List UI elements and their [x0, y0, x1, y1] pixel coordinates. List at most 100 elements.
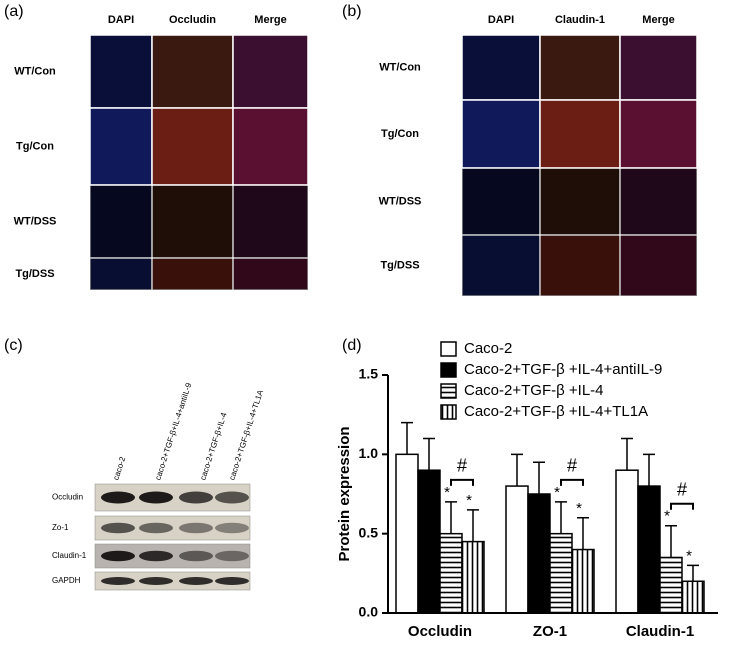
legend-label: Caco-2+TGF-β +IL-4+antiIL-9 — [464, 361, 662, 378]
significance-star: * — [686, 547, 692, 564]
band-label: Occludin — [52, 493, 83, 502]
significance-star: * — [444, 484, 450, 501]
bar — [659, 556, 683, 614]
column-header: Occludin — [169, 14, 216, 26]
bar — [505, 485, 529, 614]
micrograph — [232, 34, 309, 109]
y-tick-label: 0.0 — [359, 604, 379, 620]
x-tick-label: Claudin-1 — [626, 623, 694, 640]
micrograph — [232, 257, 309, 291]
band-label: Zo-1 — [52, 523, 69, 532]
error-bar — [665, 524, 677, 558]
micrograph — [461, 234, 541, 297]
legend-label: Caco-2+TGF-β +IL-4 — [464, 382, 604, 399]
blot-band — [139, 491, 173, 504]
significance-star: * — [466, 492, 472, 509]
blot-band — [179, 522, 213, 534]
bar — [681, 580, 705, 614]
band-label: Claudin-1 — [52, 551, 87, 560]
micrograph — [151, 184, 234, 259]
significance-star: * — [576, 500, 582, 517]
micrograph — [539, 99, 621, 169]
legend-label: Caco-2+TGF-β +IL-4+TL1A — [464, 403, 648, 420]
bar — [615, 469, 639, 614]
lane-label: caco-2+TGF-β+IL-4 — [198, 411, 228, 481]
blot-band — [101, 550, 135, 562]
panel-label: (b) — [342, 3, 362, 20]
column-header: DAPI — [488, 14, 514, 26]
column-header: Merge — [254, 14, 286, 26]
row-label: Tg/Con — [16, 140, 54, 152]
significance-star: * — [554, 484, 560, 501]
significance-star: * — [664, 508, 670, 525]
micrograph — [151, 34, 234, 109]
y-tick-label: 1.5 — [359, 366, 379, 382]
bracket-label: # — [567, 456, 577, 476]
micrograph — [461, 167, 541, 236]
blot-band — [139, 550, 173, 562]
blot-band — [139, 522, 173, 534]
bar — [527, 493, 551, 614]
legend-swatch — [440, 362, 457, 378]
bracket — [450, 478, 474, 486]
error-bar — [423, 437, 435, 471]
micrograph — [539, 167, 621, 236]
bar — [439, 532, 463, 614]
legend-swatch — [440, 383, 457, 399]
blot-band — [215, 577, 249, 585]
bar — [549, 532, 573, 614]
micrograph — [89, 34, 153, 109]
lane-label: caco-2 — [111, 455, 127, 481]
micrograph — [89, 107, 153, 186]
blot-band — [179, 577, 213, 585]
row-label: Tg/DSS — [380, 259, 419, 271]
micrograph — [619, 34, 698, 101]
bracket — [560, 478, 584, 486]
micrograph — [461, 99, 541, 169]
micrograph — [151, 257, 234, 291]
bar — [395, 453, 419, 614]
column-header: Merge — [642, 14, 674, 26]
blot-band — [179, 550, 213, 562]
error-bar — [511, 453, 523, 487]
lane-label: caco-2+TGF-β+IL-4+antiIL-9 — [153, 381, 193, 481]
row-label: WT/DSS — [379, 195, 422, 207]
blot-band — [101, 522, 135, 534]
error-bar — [533, 461, 545, 494]
column-header: DAPI — [108, 14, 134, 26]
bar — [571, 548, 595, 614]
x-tick-label: Occludin — [408, 623, 472, 640]
column-header: Claudin-1 — [555, 14, 605, 26]
error-bar — [555, 501, 567, 534]
error-bar — [687, 564, 699, 582]
micrograph — [232, 107, 309, 186]
x-tick-label: ZO-1 — [533, 623, 567, 640]
y-tick-label: 0.5 — [359, 524, 379, 540]
blot-band — [179, 491, 213, 504]
micrograph — [461, 34, 541, 101]
bar — [417, 469, 441, 614]
band-label: GAPDH — [52, 576, 81, 585]
row-label: WT/Con — [14, 65, 56, 77]
blot-band — [215, 550, 249, 562]
y-axis-label: Protein expression — [336, 426, 353, 561]
legend-swatch — [440, 341, 457, 357]
blot-band — [101, 577, 135, 585]
micrograph — [619, 99, 698, 169]
legend-swatch — [440, 404, 457, 420]
y-tick-label: 1.0 — [359, 445, 379, 461]
micrograph — [89, 184, 153, 259]
bracket — [670, 502, 694, 510]
micrograph — [539, 34, 621, 101]
micrograph — [89, 257, 153, 291]
panel-label: (c) — [4, 337, 23, 354]
error-bar — [621, 437, 633, 471]
blot-band — [101, 491, 135, 504]
micrograph — [619, 167, 698, 236]
error-bar — [467, 509, 479, 542]
blot-band — [215, 522, 249, 534]
error-bar — [577, 517, 589, 550]
panel-label: (d) — [342, 337, 362, 354]
blot-band — [215, 491, 249, 504]
